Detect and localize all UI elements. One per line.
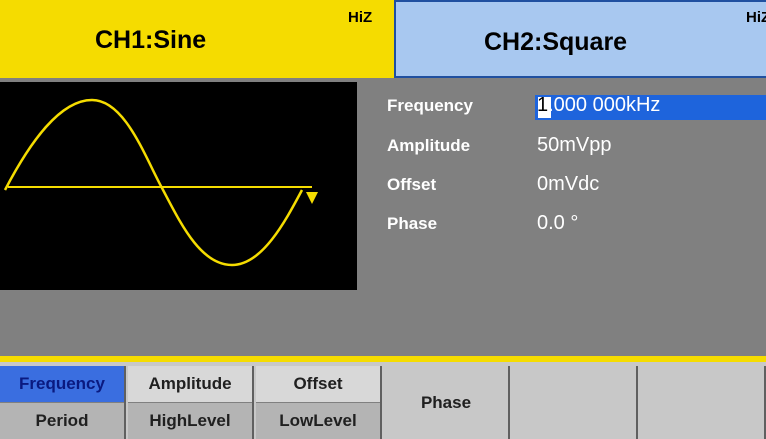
selected-highlight: [535, 95, 766, 120]
softkey-bottom[interactable]: HighLevel: [128, 403, 252, 439]
param-label[interactable]: Offset: [387, 175, 437, 194]
softkey[interactable]: [512, 366, 638, 439]
softkey[interactable]: [640, 366, 766, 439]
ch2-tab[interactable]: CH2:Square HiZ: [394, 0, 766, 78]
param-label[interactable]: Frequency: [387, 96, 473, 115]
softkey-top[interactable]: Amplitude: [128, 366, 252, 403]
param-value: 1.000 000kHz: [537, 94, 661, 116]
softkey-top[interactable]: Offset: [256, 366, 380, 403]
divider: [0, 356, 766, 362]
sine-wave: [3, 98, 304, 267]
param-value: 0.0 °: [537, 212, 579, 234]
softkey[interactable]: Amplitude HighLevel: [128, 366, 254, 439]
waveform-preview: [0, 82, 357, 290]
ch1-title: CH1:Sine: [95, 26, 207, 54]
softkey[interactable]: Phase: [384, 366, 510, 439]
ch2-title: CH2:Square: [484, 28, 628, 56]
param-value: 0mVdc: [537, 173, 600, 195]
ch2-load: HiZ: [746, 9, 766, 26]
softkey[interactable]: Frequency Period: [0, 366, 126, 439]
softkey-top[interactable]: Frequency: [0, 366, 124, 403]
softkey-bottom[interactable]: LowLevel: [256, 403, 380, 439]
softkey-bottom[interactable]: Period: [0, 403, 124, 439]
ch1-tab[interactable]: CH1:Sine HiZ: [0, 0, 394, 78]
softkey[interactable]: Offset LowLevel: [256, 366, 382, 439]
ch1-load: HiZ: [348, 9, 373, 26]
softkey-bar: [0, 362, 766, 439]
axis-arrow: [306, 192, 318, 204]
param-label[interactable]: Amplitude: [387, 136, 471, 155]
param-label[interactable]: Phase: [387, 214, 438, 233]
cursor: [538, 97, 551, 118]
param-value: 50mVpp: [537, 134, 612, 156]
softkey-label[interactable]: Phase: [420, 392, 472, 412]
